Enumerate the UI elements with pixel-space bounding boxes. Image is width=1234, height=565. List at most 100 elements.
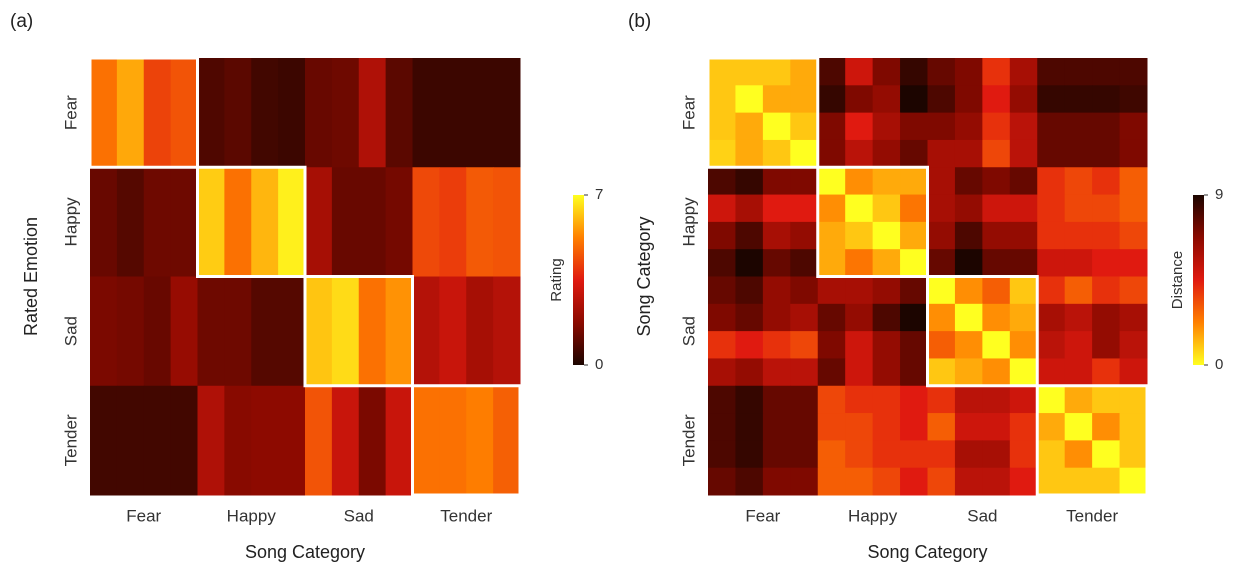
heatmap-cell: [954, 249, 983, 277]
colorbar-tick-label: 9: [1215, 186, 1223, 203]
heatmap-cell: [817, 58, 846, 86]
heatmap-cell: [762, 358, 791, 387]
heatmap-cell: [466, 167, 494, 277]
heatmap-cell: [817, 167, 846, 196]
heatmap-cell: [1037, 221, 1066, 250]
heatmap-cell: [493, 167, 521, 277]
x-tick-label: Tender: [440, 506, 492, 525]
heatmap-cell: [735, 413, 764, 441]
heatmap-cell: [982, 167, 1011, 196]
heatmap-cell: [900, 358, 928, 387]
heatmap-cell: [708, 358, 736, 387]
heatmap-cell: [735, 85, 764, 114]
heatmap-cell: [708, 249, 736, 277]
heatmap-cell: [735, 385, 764, 414]
x-axis-label: Song Category: [867, 542, 987, 562]
heatmap-cell: [1064, 85, 1093, 114]
heatmap-cell: [790, 331, 819, 359]
heatmap-cell: [762, 194, 791, 223]
colorbar: [573, 195, 584, 365]
heatmap-cell: [1092, 85, 1121, 114]
y-axis-label: Song Category: [634, 216, 654, 336]
heatmap-cell: [143, 167, 172, 277]
heatmap-cell: [1009, 58, 1038, 86]
heatmap-cell: [1037, 167, 1066, 196]
heatmap-cell: [790, 276, 819, 305]
heatmap-cell: [305, 167, 333, 277]
heatmap-cell: [927, 58, 956, 86]
heatmap-cell: [1119, 112, 1148, 141]
heatmap-cell: [1092, 358, 1121, 387]
heatmap-cell: [790, 85, 819, 114]
heatmap-cell: [1119, 249, 1148, 277]
heatmap-cell: [1119, 221, 1148, 250]
heatmap-cell: [1009, 303, 1038, 332]
heatmap-cell: [982, 440, 1011, 469]
heatmap-cell: [735, 194, 764, 223]
heatmap-cell: [735, 167, 764, 196]
heatmap-cell: [982, 139, 1011, 168]
x-tick-label: Happy: [848, 506, 898, 525]
heatmap-cell: [708, 58, 736, 86]
heatmap-cell: [845, 249, 874, 277]
heatmap-cell: [762, 385, 791, 414]
heatmap-cell: [817, 385, 846, 414]
x-tick-label: Fear: [745, 506, 780, 525]
heatmap-cell: [872, 331, 901, 359]
heatmap-cell: [790, 58, 819, 86]
heatmap-cell: [982, 467, 1011, 496]
heatmap-cell: [817, 358, 846, 387]
heatmap-cell: [251, 167, 279, 277]
heatmap-cell: [762, 467, 791, 496]
heatmap-cell: [817, 194, 846, 223]
heatmap-cell: [900, 413, 928, 441]
heatmap-cell: [954, 58, 983, 86]
heatmap-cell: [735, 221, 764, 250]
heatmap-cell: [845, 139, 874, 168]
heatmap-cell: [1064, 467, 1093, 496]
heatmap-cell: [251, 276, 279, 387]
heatmap-cell: [1009, 112, 1038, 141]
heatmap-cell: [1009, 440, 1038, 469]
heatmap-cell: [1092, 440, 1121, 469]
heatmap-cell: [331, 167, 360, 277]
heatmap-cell: [1064, 331, 1093, 359]
heatmap-cell: [278, 276, 306, 387]
heatmap-cell: [872, 167, 901, 196]
heatmap-cell: [331, 385, 360, 496]
heatmap-cell: [900, 440, 928, 469]
heatmap-cell: [331, 58, 360, 168]
heatmap-cell: [1092, 413, 1121, 441]
y-tick-label: Tender: [61, 414, 80, 466]
heatmap-cell: [412, 167, 440, 277]
y-tick-label: Sad: [679, 316, 698, 346]
heatmap-cell: [817, 112, 846, 141]
heatmap-cell: [900, 85, 928, 114]
heatmap-cell: [708, 139, 736, 168]
heatmap-cell: [278, 167, 306, 277]
heatmap-cell: [762, 221, 791, 250]
heatmap-cell: [224, 58, 252, 168]
heatmap-cell: [1119, 385, 1148, 414]
heatmap-cell: [982, 112, 1011, 141]
heatmap-cell: [900, 467, 928, 496]
heatmap-cell: [331, 276, 360, 387]
heatmap-cell: [1037, 194, 1066, 223]
heatmap-cell: [762, 276, 791, 305]
heatmap-cell: [982, 331, 1011, 359]
heatmap-cell: [845, 331, 874, 359]
heatmap-cell: [1064, 358, 1093, 387]
heatmap-cell: [1064, 249, 1093, 277]
x-tick-label: Happy: [227, 506, 277, 525]
heatmap-cell: [708, 385, 736, 414]
heatmap-cell: [708, 467, 736, 496]
x-tick-label: Sad: [967, 506, 997, 525]
heatmap-cell: [927, 139, 956, 168]
heatmap-cell: [845, 167, 874, 196]
heatmap-cell: [790, 194, 819, 223]
heatmap-cell: [358, 58, 387, 168]
heatmap-cell: [954, 221, 983, 250]
heatmap-cell: [143, 58, 172, 168]
heatmap-cell: [954, 413, 983, 441]
heatmap-cell: [1037, 303, 1066, 332]
